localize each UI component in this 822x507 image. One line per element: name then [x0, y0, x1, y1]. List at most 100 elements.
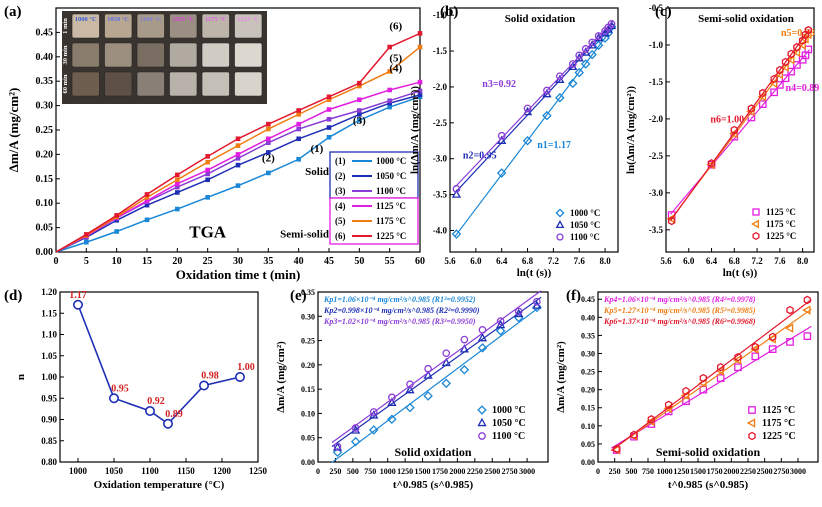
x-tick-label: 2500	[484, 467, 500, 476]
data-point	[594, 32, 603, 40]
data-point	[84, 239, 89, 245]
data-point	[770, 74, 778, 84]
y-tick-label: 1.15	[41, 308, 57, 318]
data-point	[266, 136, 271, 142]
x-tick-label: 0	[54, 256, 59, 267]
inset-column-label: 1125 °C	[172, 16, 194, 23]
data-point	[326, 97, 332, 103]
x-tick-label: 35	[263, 256, 273, 267]
legend-marker	[555, 208, 565, 218]
plot-frame	[597, 291, 819, 463]
x-tick-label: 5.6	[660, 256, 672, 266]
sample-tile	[71, 42, 100, 68]
x-tick-label: 6.0	[683, 256, 695, 266]
data-point	[175, 177, 180, 183]
sample-tile	[201, 71, 230, 97]
data-point	[205, 167, 210, 173]
panel-letter: (f)	[566, 288, 581, 304]
x-tick-label: 7.6	[574, 256, 586, 266]
data-point	[759, 88, 767, 98]
y-tick-label: 0.05	[36, 223, 54, 234]
inset-row-label: 30 min	[62, 45, 69, 64]
data-point	[495, 326, 506, 336]
y-tick-label: 0.15	[36, 174, 54, 185]
x-tick-label: 6.8	[729, 256, 741, 266]
fit-equation: Kp3=1.02×10⁻⁴ mg/cm²/s^0.985 (R3²=0.9950…	[323, 317, 476, 326]
legend-tag: (5)	[335, 216, 346, 226]
curve-tag: (6)	[389, 20, 402, 32]
legend-label: 1125 °C	[376, 201, 406, 211]
fit-equation: Kp1=1.06×10⁻⁴ mg/cm²/s^0.985 (R1²=0.9952…	[323, 295, 476, 304]
data-point	[205, 171, 210, 177]
sample-tile	[234, 42, 263, 68]
data-point	[326, 116, 332, 122]
panel-d: (d) 1000 1050 1100 1150 1200 1250 0.80 0.85 0.90 0…	[4, 287, 268, 491]
x-tick-label: 3000	[519, 467, 535, 476]
panel-f: (f) 0 250 500 750 1000 1250 1500 1750 2000 2250 250…	[555, 288, 819, 491]
x-tick-label: 50	[354, 256, 364, 267]
data-point	[235, 136, 241, 142]
y-axis-label: Δm/A (mg/cm²)	[555, 341, 567, 413]
data-point	[587, 49, 597, 60]
data-point	[793, 61, 801, 69]
data-point	[175, 206, 180, 212]
data-point	[175, 181, 180, 186]
panel-c: (c)5.6 6.0 6.4 6.8 7.2 7.6 8.0-3.5-3.0-2.5-2.0…	[625, 3, 819, 279]
data-point	[296, 136, 301, 142]
data-point	[405, 384, 415, 394]
x-tick-label: 500	[625, 467, 637, 476]
data-point	[406, 380, 414, 389]
x-tick-label: 55	[385, 256, 395, 267]
inset-column-label: 1175 °C	[205, 16, 227, 23]
x-tick-label: 3000	[790, 467, 806, 476]
y-tick-label: -1.5	[649, 77, 664, 87]
y-tick-label: 0.90	[41, 415, 57, 425]
y-tick-label: -3.0	[649, 188, 664, 198]
data-point	[607, 19, 616, 28]
x-tick-label: 45	[324, 256, 334, 267]
legend-label: 1000 °C	[492, 405, 526, 416]
data-label: 1.00	[237, 362, 255, 373]
legend-marker	[746, 418, 756, 428]
data-label: 0.92	[147, 396, 165, 407]
y-tick-label: -3.5	[649, 225, 664, 235]
x-tick-label: 1000	[69, 466, 88, 476]
data-point	[357, 80, 362, 86]
data-point	[747, 104, 756, 113]
x-axis-label: t^0.985 (s^0.985)	[393, 479, 474, 491]
data-point	[423, 370, 433, 379]
x-axis-label: ln(t (s))	[517, 267, 552, 279]
legend-marker	[752, 208, 760, 216]
data-point	[266, 126, 271, 132]
panel-letter: (b)	[440, 4, 458, 20]
data-label: 0.89	[165, 409, 183, 420]
y-tick-label: 0.35	[581, 331, 595, 340]
sample-tile	[169, 42, 198, 68]
legend-marker	[748, 406, 756, 414]
legend-tag: (6)	[335, 231, 346, 241]
data-point	[144, 202, 150, 208]
y-axis-label: ln(Δm/A (mg/cm²))	[409, 86, 421, 174]
sample-tile	[104, 42, 133, 68]
data-point	[532, 297, 541, 306]
x-tick-label: 500	[347, 467, 359, 476]
x-tick-label: 750	[642, 467, 654, 476]
legend-tag: (3)	[335, 186, 346, 196]
x-tick-label: 6.0	[470, 256, 482, 266]
x-tick-label: 6.4	[496, 256, 508, 266]
data-point	[699, 385, 708, 394]
y-tick-label: 0.05	[581, 440, 595, 449]
data-point	[205, 177, 210, 183]
annotation-text: Semi-solid oxidation	[656, 445, 761, 459]
y-tick-label: -3.0	[433, 154, 448, 164]
data-point	[405, 402, 415, 413]
x-tick-label: 1150	[177, 466, 195, 476]
data-point	[543, 86, 551, 95]
y-tick-label: 1.10	[41, 330, 57, 340]
fit-line	[670, 49, 810, 215]
inset-row-label: 1 min	[62, 18, 69, 34]
legend-label: 1050 °C	[376, 171, 406, 181]
data-point	[786, 338, 794, 346]
fit-line	[611, 325, 812, 449]
